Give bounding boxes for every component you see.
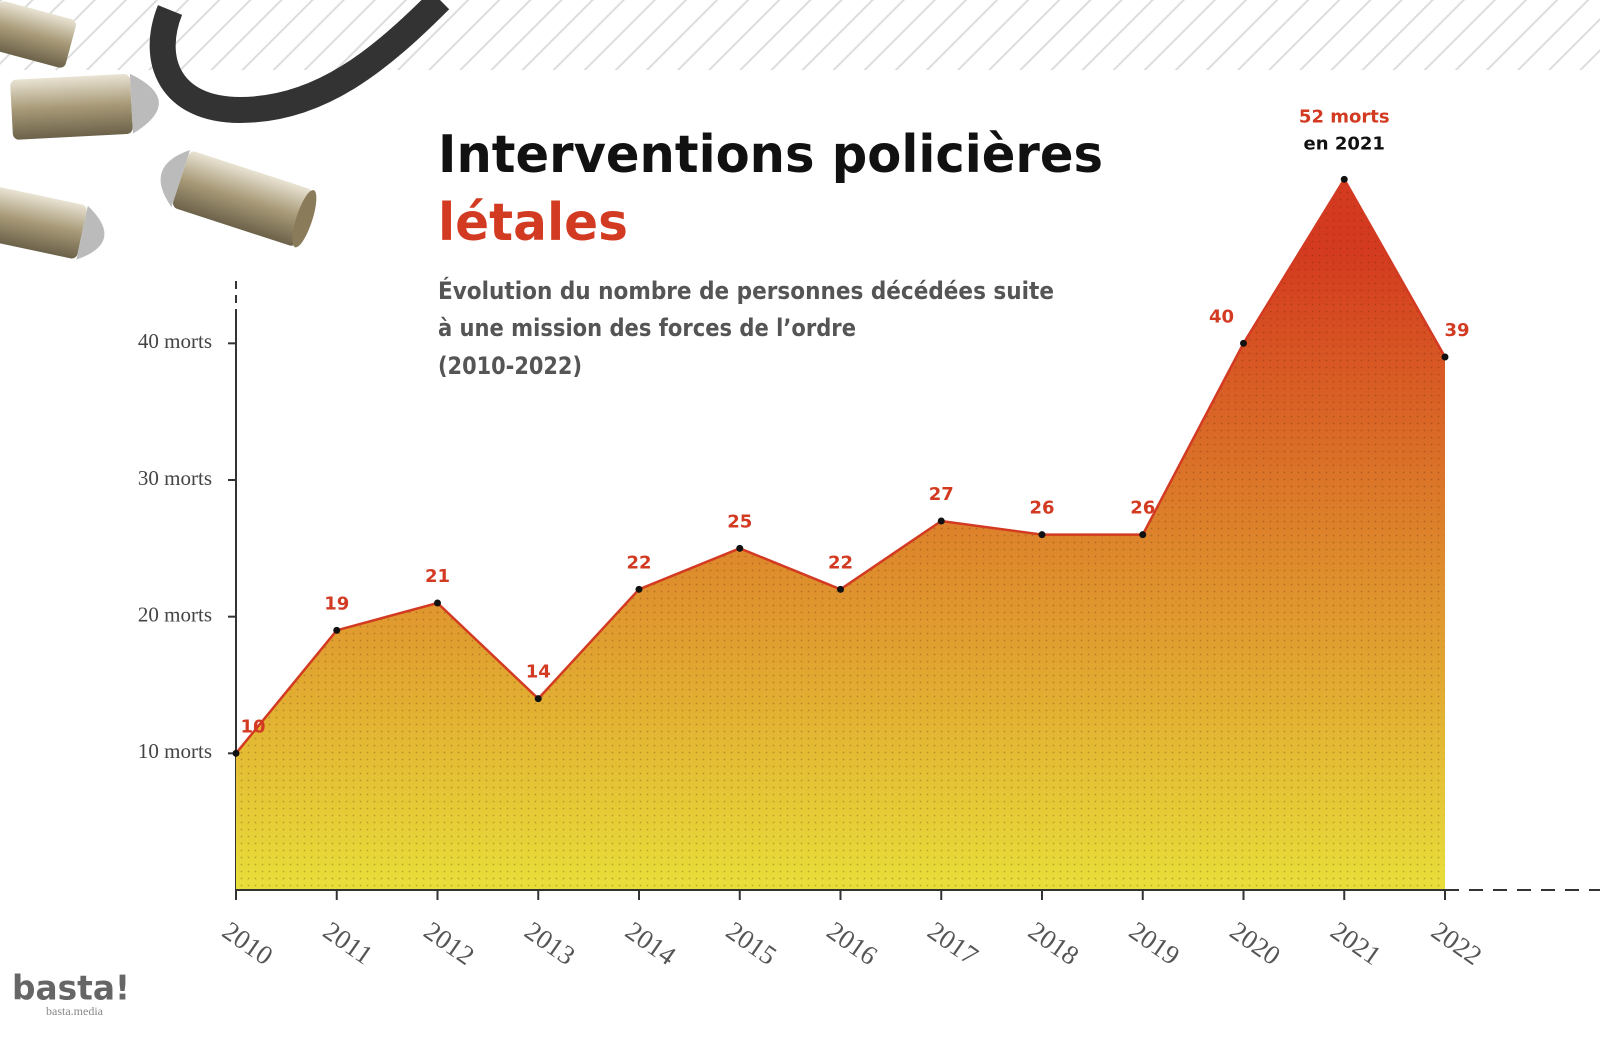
- point: [534, 695, 542, 703]
- value-label: 26: [1029, 498, 1054, 519]
- value-label: 27: [929, 484, 954, 505]
- header-band: [0, 0, 1600, 70]
- point: [434, 599, 441, 607]
- x-tick-label: 2022: [1426, 915, 1487, 971]
- subtitle: (2010-2022): [438, 352, 582, 380]
- point: [232, 749, 240, 757]
- value-label: 26: [1130, 498, 1155, 519]
- point: [1038, 531, 1046, 539]
- value-label: 19: [324, 593, 349, 614]
- x-tick-label: 2015: [721, 915, 782, 971]
- x-tick-label: 2021: [1325, 915, 1386, 971]
- plot: 10 morts 20 morts 30 morts 40 morts 2010 2011…: [138, 106, 1600, 971]
- value-label: 21: [425, 566, 450, 587]
- x-tick-label: 2016: [822, 915, 883, 971]
- point: [1340, 175, 1348, 183]
- value-label: 39: [1444, 320, 1469, 341]
- logo: basta!: [12, 969, 130, 1009]
- point: [333, 626, 341, 634]
- value-label: 10: [240, 716, 265, 737]
- point: [736, 544, 744, 552]
- x-tick-label: 2014: [620, 915, 682, 971]
- annotation: en 2021: [1304, 133, 1385, 154]
- subtitle: Évolution du nombre de personnes décédée…: [438, 276, 1054, 305]
- x-tick-label: 2010: [217, 915, 278, 971]
- point: [635, 585, 643, 593]
- point: [937, 517, 945, 525]
- y-tick-label: 10 morts: [138, 739, 212, 763]
- point: [837, 585, 844, 593]
- y-tick-label: 20 morts: [138, 602, 212, 626]
- y-tick-label: 40 morts: [138, 329, 212, 353]
- point: [1441, 353, 1449, 361]
- value-label: 52 morts: [1299, 106, 1390, 127]
- value-label: 22: [828, 552, 853, 573]
- point: [1240, 339, 1247, 347]
- x-tick-label: 2019: [1124, 915, 1185, 971]
- value-label: 40: [1209, 306, 1234, 327]
- chart-title-highlight: létales: [438, 193, 628, 253]
- value-label: 14: [526, 662, 551, 683]
- x-tick-label: 2017: [922, 915, 983, 971]
- x-tick-label: 2013: [519, 915, 580, 971]
- chart-title: Interventions policières: [438, 125, 1103, 185]
- decoration: [0, 0, 450, 260]
- area-texture: [236, 179, 1445, 891]
- x-tick-label: 2020: [1225, 915, 1286, 971]
- y-tick-label: 30 morts: [138, 466, 212, 490]
- x-tick-label: 2018: [1023, 915, 1084, 971]
- point: [1139, 531, 1147, 539]
- x-tick-label: 2012: [419, 915, 480, 971]
- subtitle: à une mission des forces de l’ordre: [438, 314, 856, 342]
- value-label: 22: [626, 552, 651, 573]
- value-label: 25: [727, 511, 752, 532]
- logo-url: basta.media: [46, 1004, 104, 1018]
- x-tick-label: 2011: [318, 915, 379, 970]
